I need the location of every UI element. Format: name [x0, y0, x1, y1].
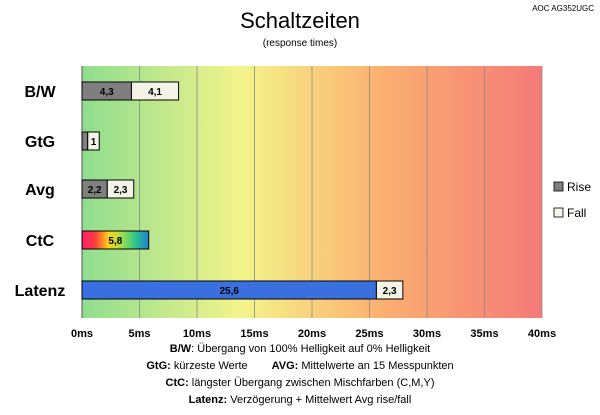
category-label: CtC [26, 233, 55, 250]
category-label: GtG [25, 134, 55, 151]
x-tick-label: 15ms [240, 328, 268, 340]
fall-bar [106, 179, 135, 199]
category-labels: B/W GtG Avg CtC Latenz [15, 84, 66, 300]
footer-text-latenz: Verzögerung + Mittelwert Avg rise/fall [227, 394, 412, 406]
legend-label-rise: Rise [567, 180, 591, 194]
footer-term-gtg: GtG: [146, 360, 171, 372]
fall-data-label: 2,3 [114, 185, 128, 196]
footer-term-latenz: Latenz: [188, 394, 228, 406]
footer-term-avg: AVG: [271, 360, 299, 372]
x-tick-labels: 0ms 5ms 10ms 15ms 20ms 25ms 30ms 35ms 40ms [71, 328, 556, 340]
footer-line-gtg-avg: GtG: kürzeste Werte AVG: Mittelwerte an 1… [0, 360, 600, 372]
fall-data-label: 2,3 [383, 286, 397, 297]
legend-swatch-rise [553, 181, 564, 192]
footer-term-bw: B/W [169, 343, 192, 355]
x-tick-label: 20ms [298, 328, 326, 340]
fall-bar [87, 131, 100, 151]
footer-term-ctc: CtC: [165, 377, 189, 389]
x-tick-label: 0ms [71, 328, 93, 340]
footer-text-ctc: längster Übergang zwischen Mischfarben (… [188, 377, 435, 389]
category-label: Latenz [15, 283, 66, 300]
category-label: B/W [24, 84, 56, 101]
x-tick-label: 40ms [528, 328, 556, 340]
special-data-label: 25,6 [219, 286, 239, 297]
special-bar [81, 230, 150, 250]
footer-text-bw: : Übergang von 100% Helligkeit auf 0% He… [191, 343, 431, 355]
legend-label-fall: Fall [567, 206, 586, 220]
rise-data-label: 2,2 [88, 185, 102, 196]
footer-text-gtg: kürzeste Werte [170, 360, 248, 372]
chart-title: Schaltzeiten [240, 8, 360, 33]
fall-bar [375, 280, 404, 300]
rise-bar [81, 131, 89, 151]
bars: 4,3 4,1 1 2,2 2,3 5,8 25,6 2,3 [81, 81, 404, 300]
x-tick-label: 5ms [128, 328, 150, 340]
chart-subtitle: (response times) [263, 38, 337, 49]
special-data-label: 5,8 [108, 236, 122, 247]
category-label: Avg [25, 182, 55, 199]
footer-line-latenz: Latenz: Verzögerung + Mittelwert Avg ris… [0, 394, 600, 406]
footer-line-bw: B/W: Übergang von 100% Helligkeit auf 0%… [0, 343, 600, 355]
x-tick-label: 30ms [413, 328, 441, 340]
legend: Rise Fall [553, 180, 591, 220]
footer-line-ctc: CtC: längster Übergang zwischen Mischfar… [0, 377, 600, 389]
x-tick-label: 25ms [355, 328, 383, 340]
fall-bar [130, 81, 180, 101]
rise-data-label: 4,3 [100, 87, 114, 98]
footer-text-avg: Mittelwerte an 15 Messpunkten [298, 360, 454, 372]
x-tick-label: 35ms [470, 328, 498, 340]
legend-swatch-fall [553, 207, 564, 218]
fall-data-label: 4,1 [148, 87, 162, 98]
fall-data-label: 1 [91, 137, 97, 148]
gridlines [139, 66, 543, 318]
x-tick-label: 10ms [183, 328, 211, 340]
corner-label: AOC AG352UGC [532, 4, 594, 13]
